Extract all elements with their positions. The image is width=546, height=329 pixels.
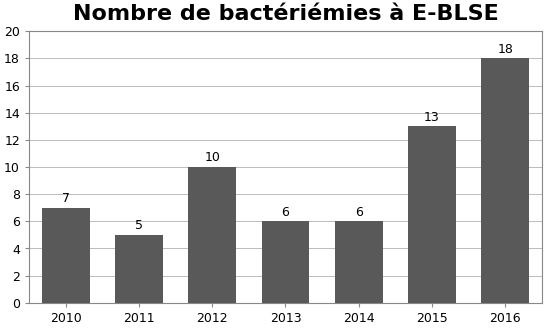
Bar: [408, 126, 456, 303]
Title: Nombre de bactériémies à E-BLSE: Nombre de bactériémies à E-BLSE: [73, 4, 498, 24]
Bar: [482, 59, 529, 303]
Text: 6: 6: [282, 206, 289, 219]
Bar: [335, 221, 383, 303]
Bar: [115, 235, 163, 303]
Bar: [262, 221, 309, 303]
Bar: [188, 167, 236, 303]
Bar: [42, 208, 90, 303]
Text: 18: 18: [497, 43, 513, 56]
Text: 13: 13: [424, 111, 440, 124]
Text: 10: 10: [204, 151, 220, 164]
Text: 5: 5: [135, 219, 143, 232]
Text: 7: 7: [62, 192, 70, 205]
Text: 6: 6: [355, 206, 363, 219]
